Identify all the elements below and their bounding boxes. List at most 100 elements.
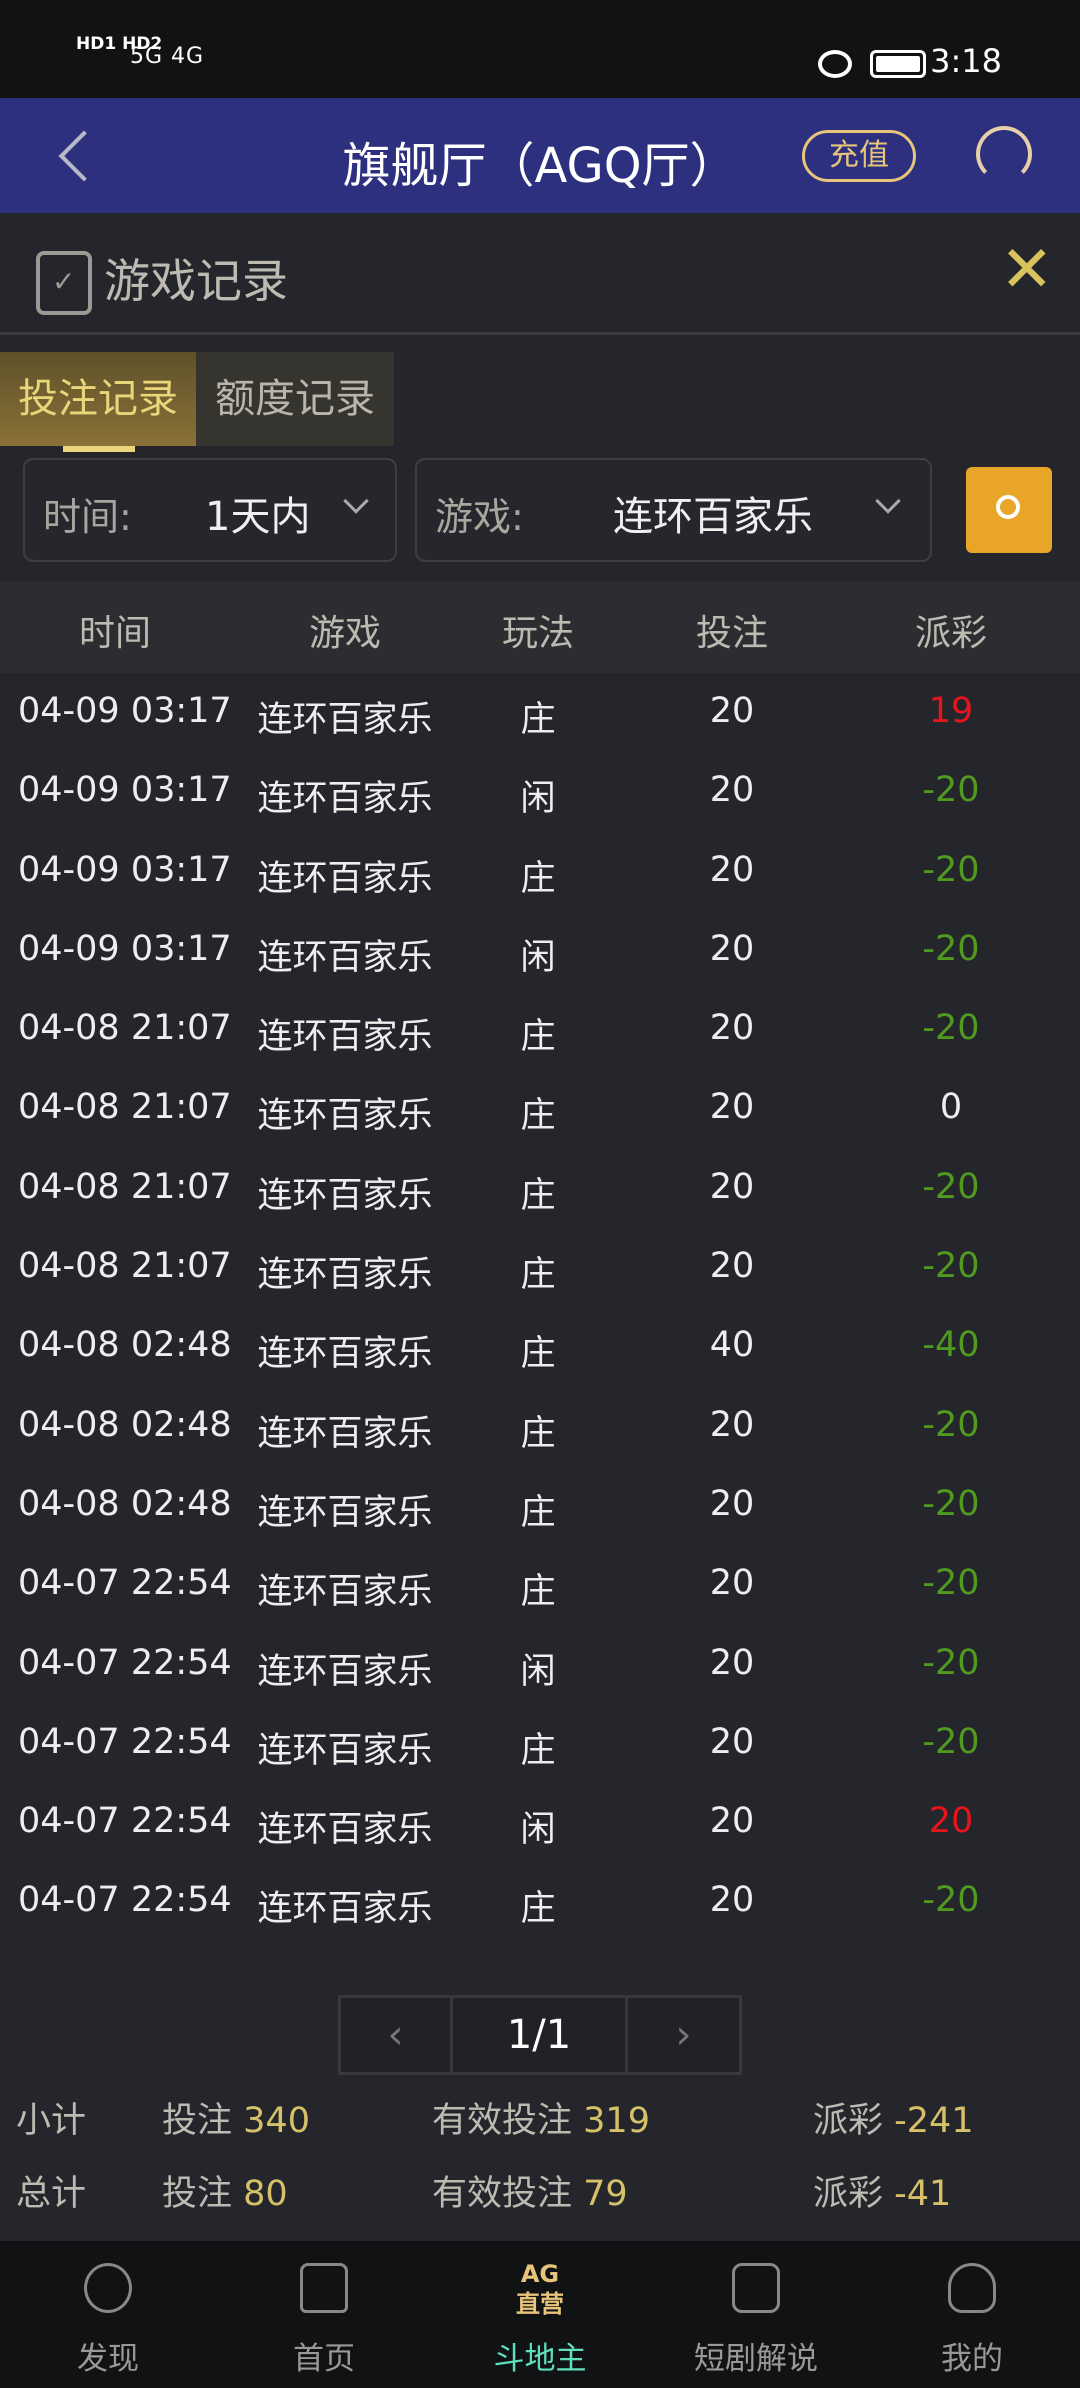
recharge-button[interactable]: 充值 <box>802 130 916 182</box>
cell-payout: -20 <box>922 1166 980 1207</box>
total-valid-bet: 有效投注 79 <box>432 2165 628 2216</box>
nav-label: 首页 <box>293 2341 355 2377</box>
table-row: 04-08 21:07 连环百家乐 庄 20 0 <box>0 1069 1080 1148</box>
column-header-bet: 投注 <box>695 613 769 654</box>
cell-payout: -20 <box>922 1563 980 1604</box>
cell-payout: -20 <box>922 1880 980 1921</box>
cell-payout: -20 <box>922 1246 980 1287</box>
value: 80 <box>243 2174 288 2214</box>
cell-time: 04-08 02:48 <box>18 1483 232 1524</box>
cell-bet: 20 <box>709 1246 755 1287</box>
cell-play: 闲 <box>520 1810 556 1851</box>
tab-bet-records[interactable]: 投注记录 <box>0 352 196 446</box>
cell-game: 连环百家乐 <box>257 1572 433 1613</box>
cell-time: 04-09 03:17 <box>18 770 232 811</box>
nav-label: 我的 <box>941 2341 1003 2377</box>
cell-payout: -20 <box>922 1404 980 1445</box>
cell-bet: 40 <box>709 1325 755 1366</box>
cell-payout: 20 <box>928 1801 974 1842</box>
chevron-down-icon <box>875 488 901 514</box>
column-header-time: 时间 <box>78 613 152 654</box>
battery-icon <box>870 50 926 78</box>
cell-bet: 20 <box>709 1801 755 1842</box>
next-page-button[interactable]: › <box>625 1998 739 2072</box>
cell-game: 连环百家乐 <box>257 858 433 899</box>
cell-payout: -20 <box>922 1483 980 1524</box>
sim-indicator: HD1 HD2 <box>76 34 163 54</box>
cell-payout: 0 <box>939 1087 963 1128</box>
game-filter-label: 游戏: <box>435 495 524 539</box>
cell-bet: 20 <box>709 691 755 731</box>
ag-logo-icon: AG 直营 <box>516 2260 564 2318</box>
table-row: 04-07 22:54 连环百家乐 闲 20 20 <box>0 1783 1080 1862</box>
cell-play: 庄 <box>520 1096 556 1137</box>
time-filter-select[interactable]: 时间: 1天内 <box>23 458 397 562</box>
nav-label: 斗地主 <box>493 2341 587 2377</box>
page-indicator: 1/1 <box>506 2012 572 2058</box>
total-label: 总计 <box>16 2174 87 2214</box>
cell-play: 庄 <box>520 1017 556 1058</box>
cell-bet: 20 <box>709 1642 755 1683</box>
subtotal-bet: 投注 340 <box>162 2092 310 2143</box>
cell-time: 04-08 21:07 <box>18 1166 232 1207</box>
video-icon <box>732 2263 780 2313</box>
cell-bet: 20 <box>709 1404 755 1445</box>
cell-time: 04-07 22:54 <box>18 1563 232 1604</box>
cell-payout: -20 <box>922 1642 980 1683</box>
nav-short-drama[interactable]: 短剧解说 <box>648 2241 864 2388</box>
label: 派彩 <box>813 2174 884 2214</box>
signal-icon: 5G 4G <box>130 44 205 69</box>
table-row: 04-09 03:17 连环百家乐 闲 20 -20 <box>0 911 1080 990</box>
nav-home[interactable]: 首页 <box>216 2241 432 2388</box>
cell-game: 连环百家乐 <box>257 1334 433 1375</box>
cell-game: 连环百家乐 <box>257 937 433 978</box>
prev-page-button[interactable]: ‹ <box>341 1998 453 2072</box>
cell-time: 04-09 03:17 <box>18 849 232 890</box>
value: 79 <box>583 2174 628 2214</box>
cell-bet: 20 <box>709 1563 755 1604</box>
game-filter-select[interactable]: 游戏: 连环百家乐 <box>415 458 932 562</box>
cell-play: 庄 <box>520 1572 556 1613</box>
label: 投注 <box>162 2174 233 2214</box>
table-row: 04-09 03:17 连环百家乐 庄 20 -20 <box>0 832 1080 911</box>
nav-discover[interactable]: 发现 <box>0 2241 216 2388</box>
label: 投注 <box>162 2101 233 2141</box>
cell-play: 庄 <box>520 1334 556 1375</box>
cell-game: 连环百家乐 <box>257 1096 433 1137</box>
cell-game: 连环百家乐 <box>257 1413 433 1454</box>
tab-credit-records[interactable]: 额度记录 <box>196 352 394 446</box>
table-row: 04-08 02:48 连环百家乐 庄 20 -20 <box>0 1466 1080 1545</box>
cell-play: 庄 <box>520 1492 556 1533</box>
table-row: 04-07 22:54 连环百家乐 闲 20 -20 <box>0 1625 1080 1704</box>
label: 有效投注 <box>432 2174 573 2214</box>
time-filter-label: 时间: <box>43 495 132 539</box>
column-header-payout: 派彩 <box>914 613 988 654</box>
cell-play: 闲 <box>520 1651 556 1692</box>
cell-time: 04-08 02:48 <box>18 1325 232 1366</box>
cell-time: 04-08 21:07 <box>18 1087 232 1128</box>
panel-header: 游戏记录 ✕ <box>0 213 1080 335</box>
nav-mine[interactable]: 我的 <box>864 2241 1080 2388</box>
cell-bet: 20 <box>709 1880 755 1921</box>
clock: 3:18 <box>930 42 1002 80</box>
close-icon[interactable]: ✕ <box>1000 233 1054 307</box>
table-row: 04-08 21:07 连环百家乐 庄 20 -20 <box>0 1149 1080 1228</box>
nav-doudizhu[interactable]: AG 直营斗地主 <box>432 2241 648 2388</box>
search-button[interactable] <box>966 467 1052 553</box>
active-tab-indicator <box>63 446 135 452</box>
cell-payout: -20 <box>922 770 980 811</box>
cell-bet: 20 <box>709 1008 755 1049</box>
headset-icon[interactable] <box>976 126 1032 182</box>
pagination: ‹ 1/1 › <box>338 1995 742 2075</box>
cell-time: 04-07 22:54 <box>18 1801 232 1842</box>
cell-time: 04-07 22:54 <box>18 1642 232 1683</box>
column-header-play: 玩法 <box>501 613 575 654</box>
game-filter-value: 连环百家乐 <box>613 494 813 540</box>
total-payout: 派彩 -41 <box>813 2165 951 2216</box>
status-bar: HD1 HD2 5G 4G 3:18 <box>0 0 1080 98</box>
table-row: 04-07 22:54 连环百家乐 庄 20 -20 <box>0 1545 1080 1624</box>
cell-time: 04-08 21:07 <box>18 1008 232 1049</box>
cell-game: 连环百家乐 <box>257 1730 433 1771</box>
app-header: 旗舰厅（AGQ厅） 充值 <box>0 98 1080 213</box>
total-bet: 投注 80 <box>162 2165 288 2216</box>
